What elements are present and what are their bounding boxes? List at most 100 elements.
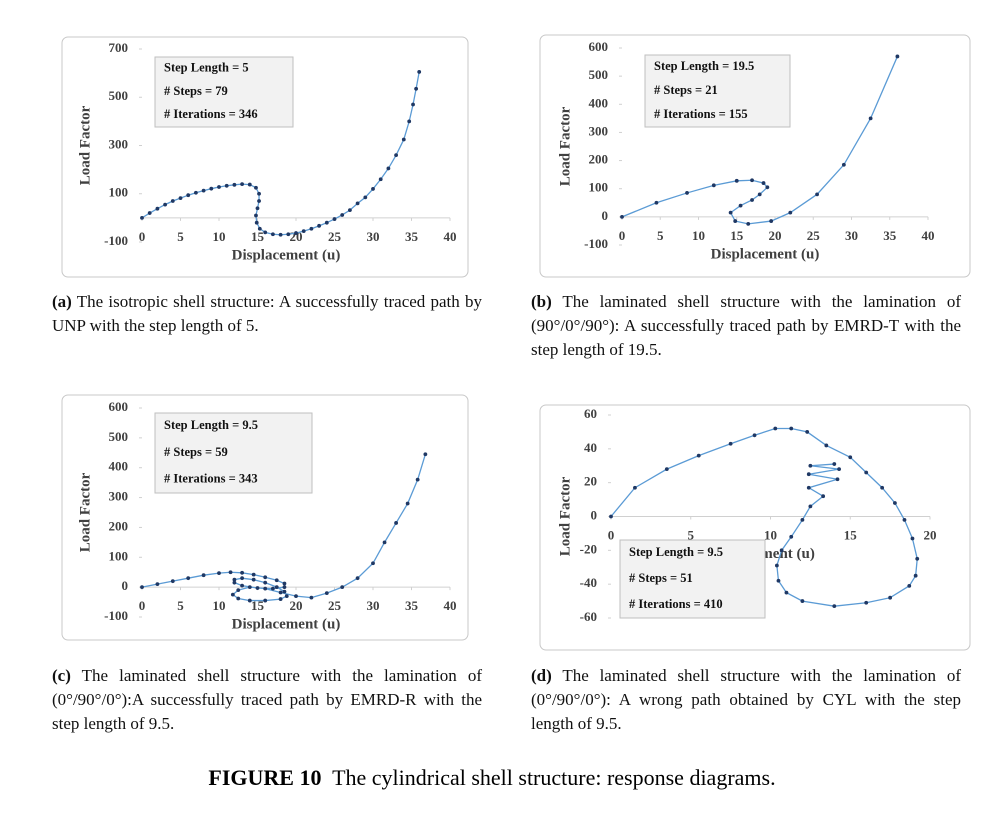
data-point <box>278 590 283 595</box>
caption-label: (a) <box>52 292 72 311</box>
y-tick-label: 500 <box>589 67 609 82</box>
y-tick-label: 0 <box>602 208 609 223</box>
data-point <box>224 183 229 188</box>
data-point <box>155 582 160 587</box>
x-tick-label: 20 <box>290 598 303 613</box>
annotation: # Steps = 79 <box>164 84 228 98</box>
data-point <box>405 501 410 506</box>
caption-label: (b) <box>531 292 552 311</box>
data-point <box>255 586 260 590</box>
data-point <box>140 585 144 590</box>
y-tick-label: -60 <box>580 609 597 624</box>
data-point <box>363 195 368 200</box>
x-tick-label: 10 <box>213 229 226 244</box>
annotation: # Steps = 59 <box>164 445 228 459</box>
data-point <box>620 214 624 219</box>
data-point <box>806 485 811 490</box>
data-point <box>832 604 837 609</box>
data-point <box>880 485 885 490</box>
y-tick-label: 100 <box>109 185 129 200</box>
y-tick-label: 600 <box>589 39 609 54</box>
data-point <box>230 592 235 597</box>
data-point <box>848 455 853 460</box>
data-point <box>841 162 846 167</box>
annotation: # Iterations = 346 <box>164 107 258 121</box>
y-tick-label: -100 <box>104 233 128 248</box>
y-tick-label: 400 <box>109 459 129 474</box>
x-tick-label: 20 <box>769 228 782 243</box>
data-point <box>774 563 779 568</box>
data-point <box>254 185 258 190</box>
data-point <box>371 561 375 566</box>
data-point <box>728 210 733 215</box>
x-tick-label: 30 <box>367 229 380 244</box>
data-point <box>309 595 314 600</box>
data-point <box>240 583 245 588</box>
data-point <box>255 206 260 211</box>
annotation-box <box>619 539 766 619</box>
annotation-box <box>154 412 313 494</box>
data-point <box>821 494 826 499</box>
data-point <box>414 86 419 91</box>
annotation: # Iterations = 343 <box>164 472 258 486</box>
y-tick-label: 200 <box>109 518 129 533</box>
x-tick-label: 30 <box>367 598 380 613</box>
x-tick-label: 40 <box>922 228 935 243</box>
data-point <box>263 598 268 603</box>
y-tick-label: -20 <box>580 541 597 556</box>
data-point <box>394 153 398 158</box>
x-tick-label: 10 <box>692 228 705 243</box>
data-point <box>415 477 420 482</box>
data-point <box>711 183 716 188</box>
data-point <box>915 556 920 561</box>
data-point <box>251 572 256 577</box>
x-tick-label: 0 <box>139 229 146 244</box>
data-point <box>201 573 206 578</box>
y-tick-label: 300 <box>109 136 129 151</box>
caption-text: The laminated shell structure with the l… <box>52 666 482 733</box>
data-point <box>913 573 918 578</box>
data-point <box>355 201 360 206</box>
y-tick-label: 60 <box>584 406 597 421</box>
data-point <box>301 229 306 234</box>
x-tick-label: 25 <box>807 228 821 243</box>
data-point <box>407 119 412 124</box>
x-tick-label: 10 <box>764 527 777 542</box>
data-point <box>868 116 873 121</box>
data-point <box>278 597 283 601</box>
caption-label: (c) <box>52 666 71 685</box>
data-point <box>257 226 262 231</box>
caption-text: The laminated shell structure with the l… <box>531 292 961 359</box>
y-tick-label: 400 <box>589 95 609 110</box>
x-tick-label: 15 <box>251 598 265 613</box>
x-tick-label: 15 <box>251 229 265 244</box>
data-point <box>789 426 794 431</box>
y-tick-label: 40 <box>584 440 597 455</box>
caption-label: (d) <box>531 666 552 685</box>
data-point <box>294 231 298 235</box>
x-tick-label: 20 <box>290 229 303 244</box>
data-point <box>263 575 268 580</box>
data-point <box>263 586 268 591</box>
data-point <box>140 215 144 220</box>
caption-text: The isotropic shell structure: A success… <box>52 292 482 335</box>
data-point <box>824 443 829 448</box>
data-point <box>893 501 897 505</box>
data-line <box>141 454 426 602</box>
data-point <box>808 504 813 509</box>
data-point <box>750 198 754 202</box>
figure-label: FIGURE 10 <box>208 765 322 790</box>
y-tick-label: 700 <box>109 40 129 55</box>
data-point <box>236 588 241 593</box>
x-tick-label: 30 <box>845 228 858 243</box>
data-point <box>757 192 762 197</box>
data-point <box>294 594 298 598</box>
y-tick-label: -40 <box>580 575 597 590</box>
y-tick-label: 200 <box>589 152 609 167</box>
x-tick-label: 0 <box>608 527 615 542</box>
x-tick-label: 20 <box>924 527 937 542</box>
data-point <box>286 232 291 237</box>
data-point <box>386 166 391 171</box>
data-point <box>633 485 637 490</box>
